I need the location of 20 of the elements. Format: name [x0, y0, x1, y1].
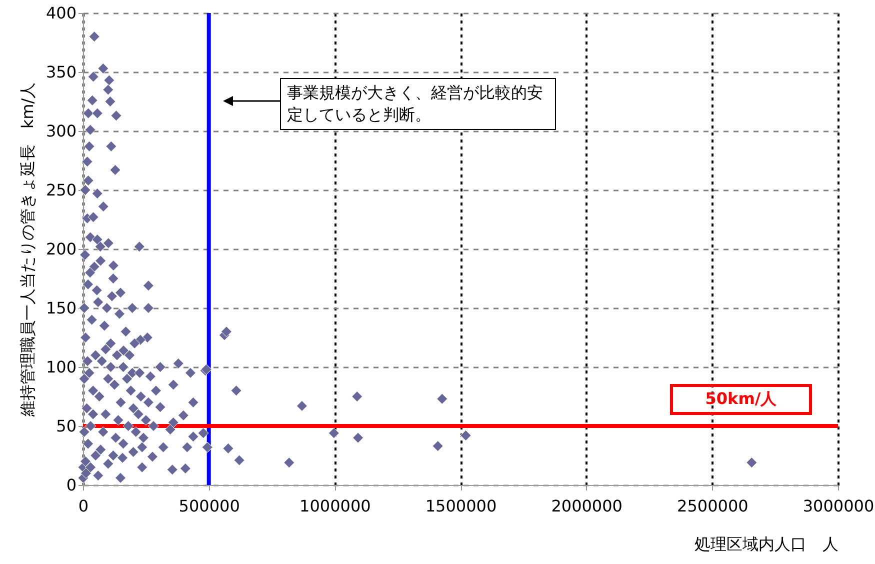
- y-tick-label: 300: [46, 122, 76, 140]
- x-tick-label: 0: [78, 496, 89, 516]
- x-tick-label: 1000000: [300, 496, 371, 516]
- ref-line-label: 50km/人: [670, 384, 812, 415]
- y-tick-label: 50: [56, 416, 76, 436]
- x-tick-label: 2500000: [677, 496, 748, 516]
- y-tick-label: 150: [46, 298, 76, 318]
- x-tick-label: 1500000: [425, 496, 497, 516]
- annotation: 事業規模が大きく、経営が比較的安定していると判断。: [280, 78, 556, 130]
- y-tick-label: 350: [46, 62, 76, 82]
- x-tick-label: 2000000: [551, 496, 622, 516]
- y-tick-label: 100: [46, 358, 76, 376]
- x-tick-label: 3000000: [802, 496, 874, 516]
- y-axis-title: 維持管理職員一人当たりの管きょ延長 km/人: [18, 82, 37, 418]
- y-tick-label: 250: [46, 180, 76, 200]
- y-tick-label: 400: [46, 4, 76, 22]
- y-tick-label: 200: [46, 240, 76, 258]
- x-tick-label: 500000: [178, 496, 240, 516]
- y-tick-label: 0: [66, 476, 76, 494]
- x-axis-title: 処理区域内人口 人: [694, 534, 838, 554]
